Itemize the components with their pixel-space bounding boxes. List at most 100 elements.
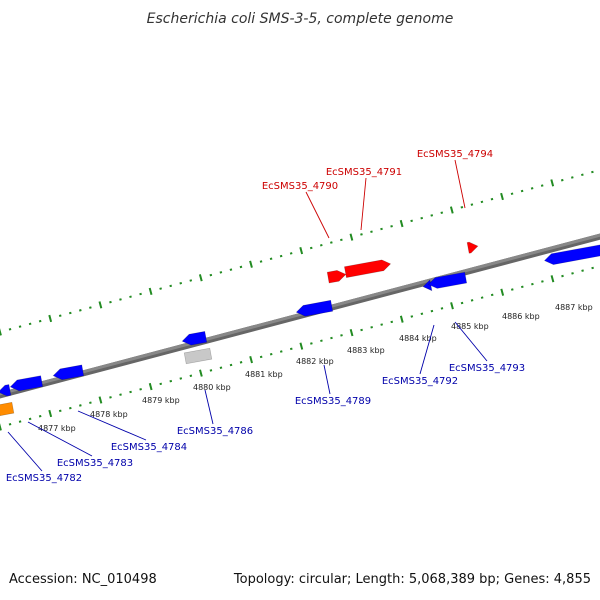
tick-major	[500, 288, 505, 296]
gene-ecsms35-4791	[344, 259, 392, 278]
forward-gene-label: EcSMS35_4790	[262, 181, 338, 192]
reverse-label-line	[454, 321, 488, 362]
tick-minor	[380, 323, 384, 326]
tick-minor	[460, 301, 464, 305]
tick-minor	[510, 192, 514, 195]
tick-minor	[68, 406, 72, 410]
genome-summary-text: Topology: circular; Length: 5,068,389 bp…	[233, 572, 591, 587]
tick-minor	[430, 309, 434, 313]
reverse-gene-label: EcSMS35_4784	[111, 442, 187, 453]
gene-ecsms35-4784	[9, 375, 44, 392]
tick-minor	[239, 265, 243, 269]
tick-minor	[581, 269, 584, 272]
reverse-gene-label: EcSMS35_4793	[449, 363, 525, 374]
tick-minor	[119, 298, 122, 301]
tick-minor	[58, 409, 62, 413]
tick-minor	[530, 187, 534, 190]
tick-major	[98, 301, 103, 309]
tick-minor	[390, 320, 394, 324]
tick-minor	[330, 336, 333, 340]
tick-minor	[169, 284, 173, 288]
tick-minor	[269, 257, 273, 261]
tick-minor	[540, 184, 544, 187]
reverse-label-line	[7, 431, 43, 472]
scale-tick-label: 4881 kbp	[245, 370, 283, 379]
tick-minor	[340, 238, 343, 242]
tick-major	[349, 329, 354, 337]
gene-ecsms35-4785	[52, 364, 85, 381]
tick-minor	[229, 268, 233, 271]
reverse-gene-label: EcSMS35_4789	[295, 396, 371, 407]
gene-ecsms35-4786	[181, 331, 208, 346]
tick-major	[500, 192, 504, 201]
tick-minor	[410, 219, 413, 223]
tick-minor	[279, 350, 283, 353]
map-title: Escherichia coli SMS-3-5, complete genom…	[147, 11, 454, 27]
tick-major	[399, 219, 404, 228]
forward-gene-label: EcSMS35_4794	[417, 149, 493, 160]
tick-minor	[58, 314, 62, 317]
gene-ecsms35-4789	[295, 299, 334, 317]
tick-minor	[79, 309, 82, 312]
reverse-gene-label: EcSMS35_4786	[177, 426, 253, 437]
reverse-gene-label: EcSMS35_4792	[382, 376, 458, 387]
scale-tick-label: 4880 kbp	[193, 383, 231, 392]
tick-minor	[109, 300, 112, 304]
tick-minor	[360, 328, 363, 332]
tick-minor	[480, 200, 484, 204]
forward-label-line	[360, 177, 367, 231]
tick-minor	[410, 315, 414, 318]
tick-minor	[18, 325, 22, 328]
tick-minor	[109, 396, 112, 399]
tick-minor	[480, 296, 484, 299]
tick-minor	[8, 328, 12, 331]
tick-minor	[239, 361, 243, 364]
tick-minor	[330, 241, 333, 244]
tick-minor	[440, 307, 444, 310]
scale-tick-label: 4886 kbp	[502, 312, 540, 321]
tick-minor	[380, 227, 383, 231]
tick-major	[349, 233, 354, 241]
tick-minor	[591, 266, 594, 270]
gene-ecsms35-4794	[466, 241, 479, 254]
outer-tick-ring	[0, 170, 594, 336]
tick-major	[249, 260, 253, 268]
reverse-label-line	[204, 389, 214, 425]
forward-label-line	[305, 191, 330, 239]
tick-minor	[169, 379, 173, 383]
tick-minor	[289, 252, 293, 255]
tick-minor	[179, 377, 183, 380]
tick-minor	[319, 243, 323, 247]
tick-minor	[430, 214, 434, 217]
tick-major	[0, 423, 2, 431]
tick-minor	[159, 287, 162, 290]
tick-minor	[189, 374, 193, 378]
tick-minor	[129, 390, 132, 394]
tick-minor	[490, 197, 494, 201]
tick-minor	[28, 322, 32, 326]
accession-text: Accession: NC_010498	[9, 572, 157, 587]
tick-major	[550, 179, 555, 187]
tick-minor	[440, 211, 444, 214]
tick-minor	[360, 233, 363, 236]
tick-minor	[591, 170, 594, 174]
tick-minor	[8, 423, 12, 426]
tick-minor	[229, 363, 233, 367]
gene-label-lines	[7, 159, 488, 472]
tick-minor	[470, 203, 474, 206]
tick-minor	[490, 293, 494, 297]
tick-minor	[189, 279, 193, 282]
tick-minor	[68, 311, 72, 315]
tick-minor	[520, 189, 524, 193]
tick-major	[148, 382, 153, 391]
tick-minor	[269, 352, 273, 356]
gene-left-edge	[0, 384, 12, 397]
tick-minor	[209, 369, 213, 372]
scale-tick-label: 4885 kbp	[451, 322, 489, 331]
tick-minor	[79, 404, 82, 407]
tick-major	[48, 409, 53, 418]
tick-minor	[89, 401, 92, 404]
tick-minor	[219, 271, 223, 274]
tick-minor	[370, 230, 373, 233]
tick-major	[299, 247, 304, 255]
